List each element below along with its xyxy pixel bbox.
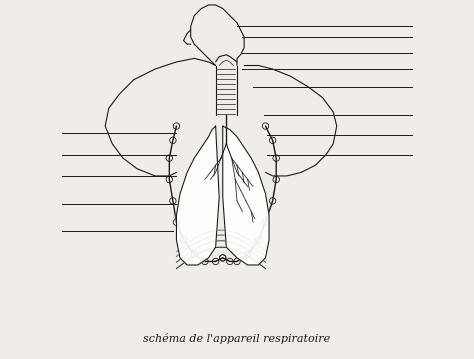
Polygon shape	[223, 126, 269, 265]
Polygon shape	[176, 126, 219, 265]
Text: schéma de l'appareil respiratoire: schéma de l'appareil respiratoire	[143, 332, 331, 344]
